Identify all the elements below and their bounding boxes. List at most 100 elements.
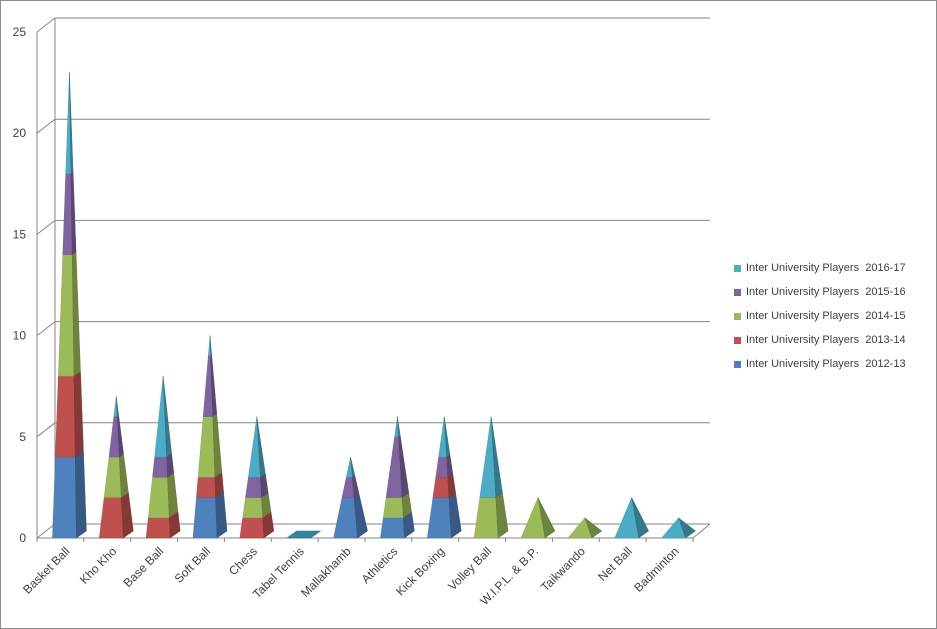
x-category-label: Badminton	[631, 544, 681, 594]
bar-segment-side	[446, 454, 454, 478]
x-category-label: Taikwando	[538, 544, 588, 594]
legend-label: Inter University Players 2012-13	[746, 358, 906, 370]
pyramid-soft-ball	[192, 335, 228, 539]
bar-segment-front	[435, 456, 448, 478]
pyramid-kick-boxing	[427, 416, 462, 539]
y-tick-label: 10	[13, 329, 27, 343]
pyramid-tabel-tennis	[285, 530, 322, 539]
bar-segment-front	[427, 497, 452, 539]
legend-item: Inter University Players 2016-17	[734, 256, 934, 280]
bar-segment-front	[62, 173, 73, 255]
bar-segment-front	[245, 477, 262, 498]
legend-swatch	[734, 336, 741, 344]
bar-segment-side	[350, 456, 356, 478]
bar-segment-front	[103, 456, 122, 498]
bar-segment-side	[73, 371, 84, 458]
legend-label: Inter University Players 2016-17	[746, 262, 906, 274]
x-category-label: Mallakhamb	[298, 544, 354, 600]
bar-segment-side	[584, 517, 603, 539]
gridline-depth	[36, 220, 56, 235]
bar-segment-side	[495, 492, 509, 539]
bar-segment-front	[152, 456, 168, 478]
y-tick-label: 0	[19, 531, 26, 545]
bar-segment-front	[432, 477, 450, 498]
bar-segment-front	[52, 456, 77, 539]
x-category-label: Basket Ball	[20, 544, 72, 596]
gridline-depth	[36, 422, 56, 438]
bar-segment-side	[678, 517, 696, 539]
pyramid-volley-ball	[473, 416, 509, 539]
bar-segment-side	[209, 335, 212, 357]
legend-swatch	[734, 312, 741, 320]
pyramid-mallakhamb	[333, 456, 368, 539]
bar-segment-side	[537, 497, 556, 539]
bar-segment-side	[167, 472, 179, 519]
gridline-depth	[36, 523, 56, 539]
bar-segment-front	[242, 497, 263, 518]
legend-item: Inter University Players 2012-13	[734, 352, 934, 376]
y-tick-label: 5	[19, 430, 26, 444]
pyramid-w-i-p-l-b-p-	[520, 496, 556, 539]
pyramid-athletics	[380, 416, 415, 539]
x-category-label: Chess	[226, 544, 260, 578]
bar-segment-front	[58, 254, 75, 377]
legend-item: Inter University Players 2014-15	[734, 304, 934, 328]
y-tick-label: 15	[13, 227, 27, 241]
bar-segment-side	[631, 497, 649, 539]
x-category-label: Soft Ball	[172, 544, 214, 586]
pyramid-net-ball	[614, 496, 649, 539]
pyramid-base-empty	[285, 530, 322, 539]
gridline-depth	[36, 321, 56, 336]
legend-item: Inter University Players 2015-16	[734, 280, 934, 304]
pyramid-taikwando	[567, 517, 603, 539]
bar-segment-front	[99, 497, 124, 539]
bar-segment-side	[75, 450, 87, 539]
gridline-depth	[36, 118, 56, 134]
bar-segment-front	[239, 517, 265, 539]
bar-segment-side	[116, 396, 119, 417]
bar-segment-side	[256, 416, 266, 478]
bar-segment-side	[215, 491, 228, 539]
bar-segment-side	[166, 453, 174, 478]
bar-segment-front	[333, 497, 358, 539]
bar-segment-side	[448, 492, 462, 539]
bar-segment-side	[69, 72, 74, 175]
pyramid-kho-kho	[99, 396, 134, 539]
bar-segment-side	[490, 416, 503, 498]
bar-segment-side	[162, 376, 172, 458]
bar-segment-front	[380, 517, 405, 539]
bar-segment-front	[383, 497, 404, 518]
pyramid-basket-ball	[52, 72, 87, 539]
pyramid-badminton	[661, 517, 696, 539]
y-tick-label: 20	[13, 126, 27, 140]
x-category-label: Volley Ball	[445, 544, 494, 593]
legend-swatch	[734, 288, 741, 296]
bar-segment-front	[197, 416, 216, 478]
x-category-label: Base Ball	[121, 544, 167, 590]
legend-item: Inter University Players 2013-14	[734, 328, 934, 352]
bar-segment-side	[397, 416, 401, 438]
legend-swatch	[734, 264, 741, 272]
legend-swatch	[734, 360, 741, 368]
pyramid-base-ball	[145, 376, 181, 539]
x-category-label: Kick Boxing	[393, 544, 447, 598]
bar-segment-front	[192, 497, 218, 539]
bar-segment-front	[473, 497, 499, 539]
y-tick-label: 25	[13, 25, 27, 39]
x-category-label: Net Ball	[595, 544, 635, 584]
legend: Inter University Players 2016-17 Inter Un…	[734, 256, 934, 376]
legend-label: Inter University Players 2013-14	[746, 334, 906, 346]
bar-segment-front	[145, 517, 171, 539]
legend-label: Inter University Players 2015-16	[746, 286, 906, 298]
bar-segment-front	[341, 477, 355, 498]
x-category-label: Kho Kho	[77, 544, 120, 587]
bar-segment-front	[148, 477, 170, 518]
bar-segment-side	[444, 416, 451, 458]
bar-segment-front	[196, 477, 216, 498]
x-category-label: Athletics	[359, 544, 401, 586]
bar-segment-front	[55, 375, 76, 458]
bar-segment-side	[121, 492, 134, 539]
legend-label: Inter University Players 2014-15	[746, 310, 906, 322]
pyramid-chess	[239, 416, 275, 539]
